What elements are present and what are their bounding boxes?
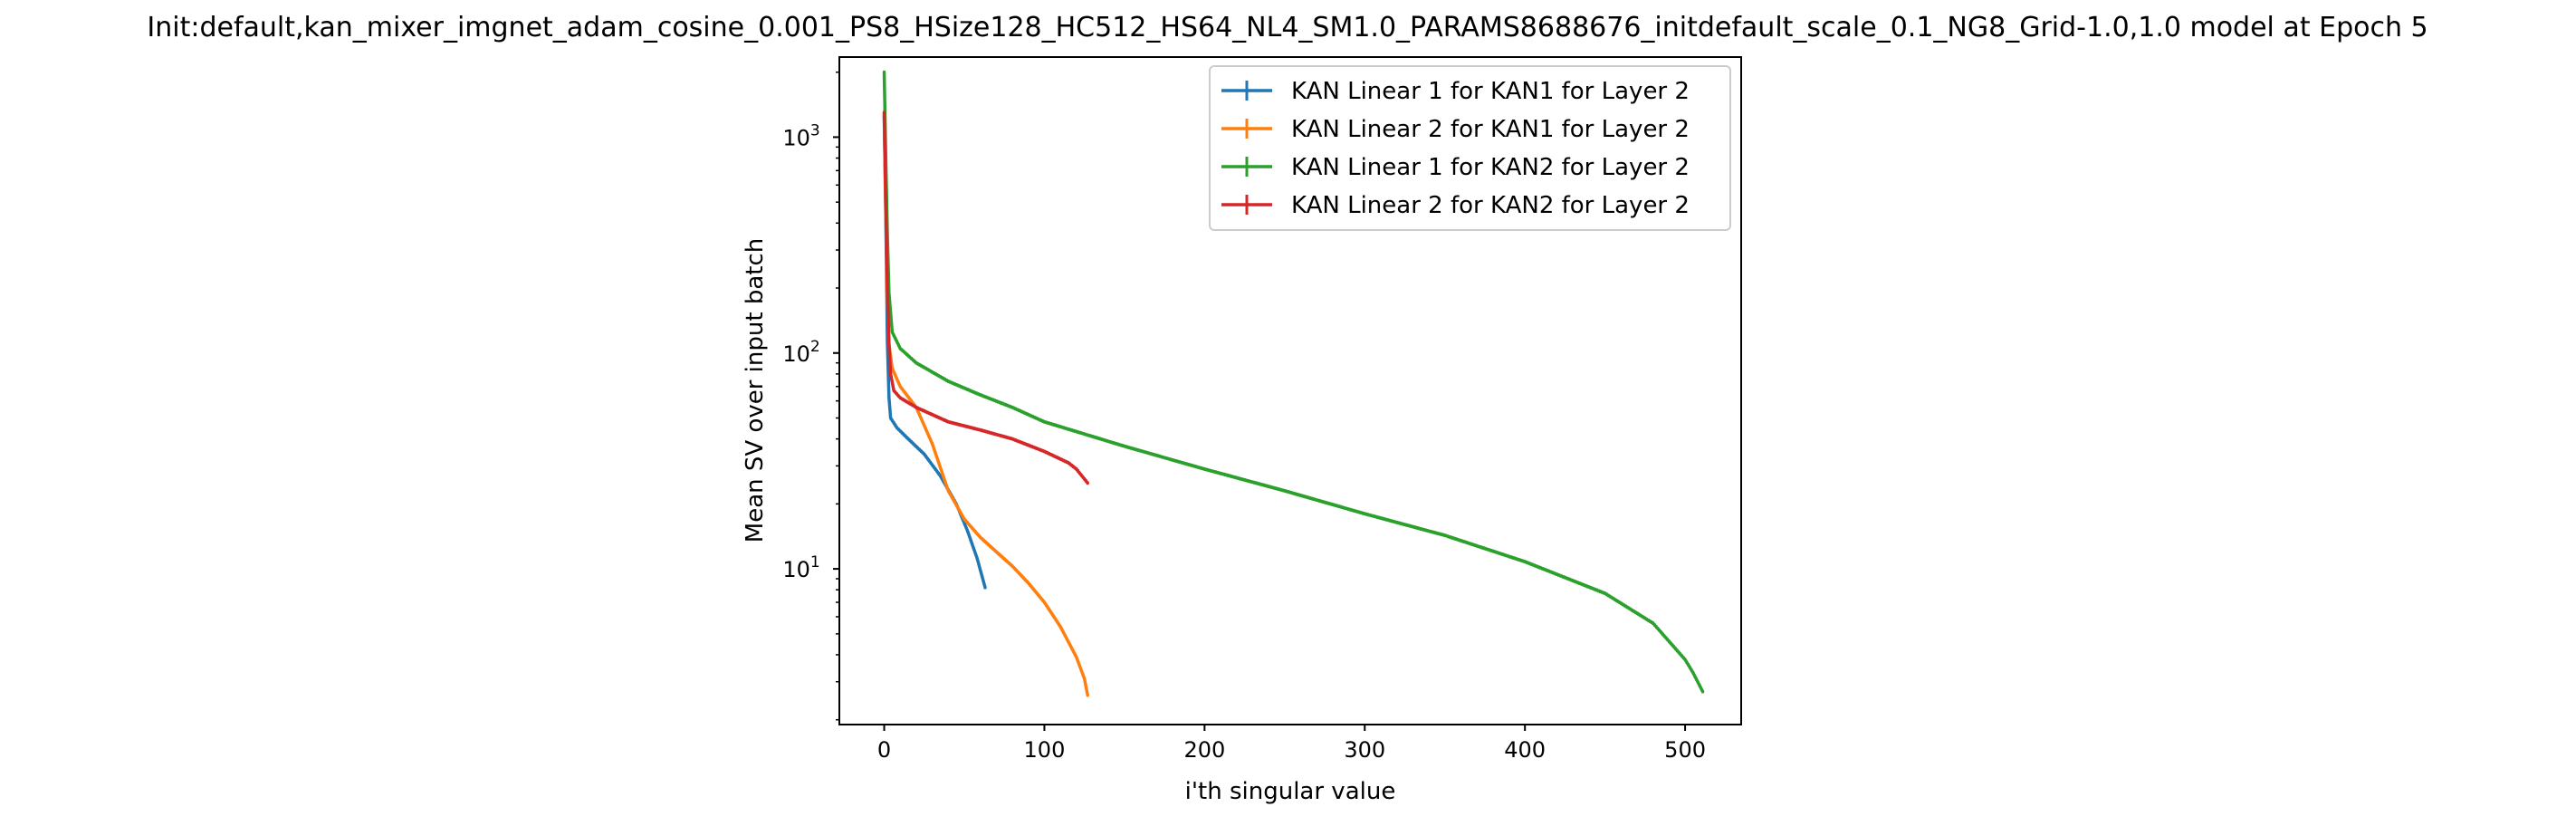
y-tick-label: 101 — [782, 553, 819, 582]
legend: KAN Linear 1 for KAN1 for Layer 2 KAN Lin… — [1209, 65, 1731, 231]
series-4-line — [882, 110, 1089, 485]
y-tick-exponent: 1 — [810, 553, 820, 571]
legend-label: KAN Linear 2 for KAN2 for Layer 2 — [1291, 192, 1690, 219]
series-3 — [882, 70, 1705, 694]
legend-item: KAN Linear 2 for KAN1 for Layer 2 — [1221, 116, 1690, 143]
y-tick-base: 10 — [782, 341, 810, 367]
y-tick-exponent: 2 — [810, 338, 820, 356]
legend-item: KAN Linear 1 for KAN2 for Layer 2 — [1221, 154, 1690, 181]
axes-frame — [838, 56, 1742, 725]
x-tick-label: 500 — [1664, 737, 1706, 763]
legend-label: KAN Linear 2 for KAN1 for Layer 2 — [1291, 116, 1690, 143]
chart-title: Init:default,kan_mixer_imgnet_adam_cosin… — [147, 12, 2428, 43]
y-tick-base: 10 — [782, 125, 810, 150]
x-tick-label: 400 — [1504, 737, 1546, 763]
legend-item: KAN Linear 1 for KAN1 for Layer 2 — [1221, 78, 1690, 105]
series-2-line — [882, 110, 1089, 697]
y-tick-label: 103 — [782, 121, 819, 150]
x-ticks: 0 100 200 300 400 500 — [877, 725, 1706, 763]
legend-item: KAN Linear 2 for KAN2 for Layer 2 — [1221, 192, 1690, 219]
x-axis-label: i'th singular value — [1185, 778, 1396, 805]
legend-label: KAN Linear 1 for KAN1 for Layer 2 — [1291, 78, 1690, 105]
legend-label: KAN Linear 1 for KAN2 for Layer 2 — [1291, 154, 1690, 181]
series-1-error-bars — [883, 114, 987, 590]
series-4-error-bars — [883, 110, 1089, 485]
y-tick-base: 10 — [782, 557, 810, 582]
legend-frame — [1209, 65, 1731, 231]
series-1 — [882, 114, 987, 590]
y-tick-label: 102 — [782, 338, 819, 367]
series-4 — [882, 110, 1089, 485]
series-3-line — [882, 70, 1705, 694]
y-tick-exponent: 3 — [810, 121, 820, 139]
series-layer — [882, 70, 1705, 697]
x-tick-label: 200 — [1183, 737, 1225, 763]
series-1-line — [882, 114, 987, 590]
x-tick-label: 300 — [1344, 737, 1385, 763]
x-tick-label: 100 — [1024, 737, 1066, 763]
x-tick-label: 0 — [877, 737, 891, 763]
series-2 — [882, 110, 1089, 697]
y-axis-label: Mean SV over input batch — [742, 238, 769, 543]
